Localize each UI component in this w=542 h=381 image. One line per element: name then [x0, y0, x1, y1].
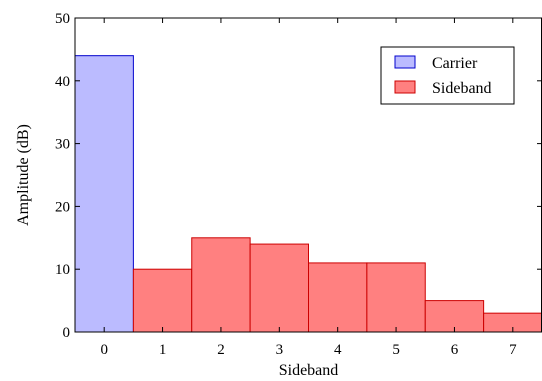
- bar-sideband-1: [192, 238, 250, 332]
- legend-label-sideband: Sideband: [432, 80, 492, 97]
- x-tick-label: 7: [509, 342, 517, 358]
- bar-sideband-0: [133, 269, 191, 332]
- y-tick-label: 50: [55, 11, 70, 27]
- x-tick-label: 6: [451, 342, 459, 358]
- bar-sideband-4: [367, 263, 425, 332]
- x-tick-label: 5: [392, 342, 400, 358]
- y-tick-label: 0: [63, 325, 71, 341]
- bar-carrier-0: [75, 56, 133, 332]
- legend-swatch-sideband: [395, 81, 415, 93]
- x-tick-label: 1: [159, 342, 167, 358]
- x-tick-label: 4: [334, 342, 342, 358]
- legend-swatch-carrier: [395, 56, 415, 68]
- y-tick-label: 20: [55, 199, 70, 215]
- y-tick-label: 40: [55, 74, 70, 90]
- legend: Carrier Sideband: [381, 47, 514, 104]
- x-tick-label: 0: [100, 342, 108, 358]
- x-tick-label: 2: [217, 342, 225, 358]
- y-tick-label: 30: [55, 137, 70, 153]
- y-tick-label: 10: [55, 262, 70, 278]
- bar-sideband-3: [309, 263, 367, 332]
- bar-sideband-2: [250, 244, 308, 332]
- y-axis-label: Amplitude (dB): [15, 124, 32, 226]
- x-axis-label: Sideband: [279, 362, 339, 379]
- legend-label-carrier: Carrier: [432, 55, 478, 72]
- x-tick-label: 3: [276, 342, 284, 358]
